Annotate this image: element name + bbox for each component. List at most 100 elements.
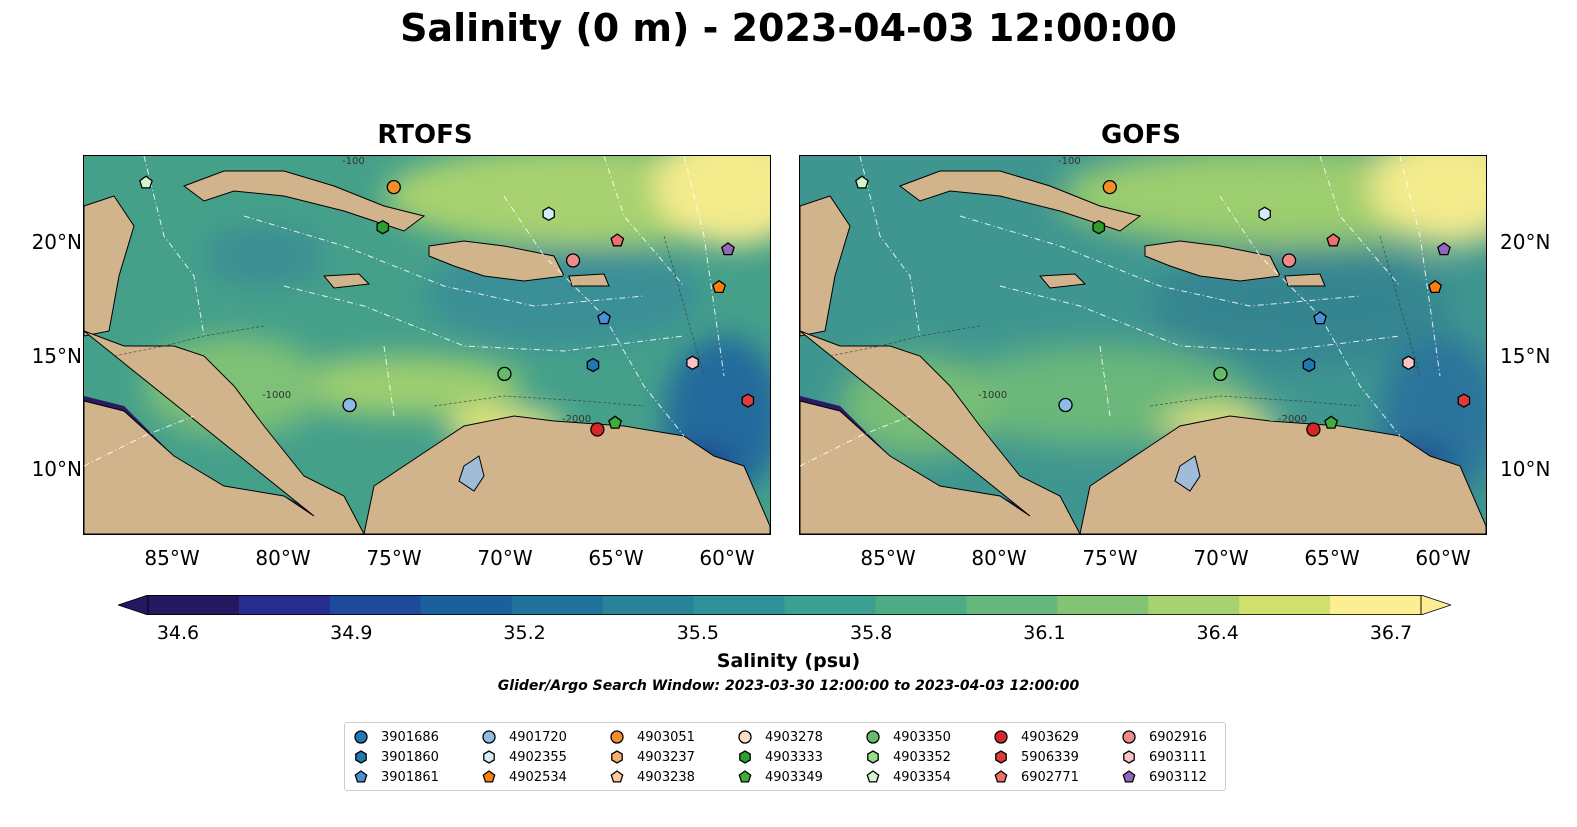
float-marker-4903051[interactable] — [1102, 179, 1117, 195]
lon-tick-label: 65°W — [1304, 546, 1360, 570]
float-marker-6903112[interactable] — [1437, 242, 1451, 256]
lat-tick-label: 15°N — [1500, 344, 1551, 368]
float-marker-4902355[interactable] — [1258, 206, 1271, 222]
float-marker-4903333[interactable] — [1092, 219, 1106, 235]
legend-marker-icon — [355, 750, 367, 764]
legend-entry-4903238: 4903238 — [609, 767, 695, 787]
legend-marker-icon — [482, 770, 496, 783]
float-marker-4903350[interactable] — [497, 366, 512, 382]
float-marker-3901861[interactable] — [597, 310, 611, 325]
legend-label: 4903350 — [893, 729, 951, 745]
float-marker-6903111[interactable] — [686, 355, 699, 371]
legend-entry-4903237: 4903237 — [609, 747, 695, 767]
colorbar-segment — [148, 595, 240, 615]
legend-entry-4902355: 4902355 — [481, 747, 567, 767]
colorbar-segment — [238, 595, 331, 615]
float-marker-5906339[interactable] — [1457, 393, 1471, 408]
lat-tick-label: 20°N — [1500, 230, 1551, 254]
lat-tick-label: 15°N — [31, 344, 82, 368]
lon-tick-label: 85°W — [860, 546, 916, 570]
float-marker-4903350[interactable] — [1213, 366, 1228, 382]
float-marker-4902355[interactable] — [542, 206, 555, 222]
contour-label: -2000 — [562, 414, 591, 425]
legend-marker-icon — [866, 730, 880, 744]
colorbar-segment — [602, 595, 695, 615]
float-marker-5906339[interactable] — [741, 393, 755, 408]
float-marker-4903349[interactable] — [1324, 415, 1339, 429]
float-marker-3901861[interactable] — [1313, 310, 1327, 325]
legend-marker-icon — [739, 750, 751, 764]
float-marker-6902916[interactable] — [1281, 253, 1297, 268]
rtofs-map[interactable]: -1000 -2000 -100 — [83, 155, 771, 535]
float-marker-4901720[interactable] — [1058, 397, 1073, 413]
float-marker-4902534[interactable] — [712, 279, 727, 294]
float-marker-4903349[interactable] — [608, 415, 623, 429]
panel-title-rtofs: RTOFS — [377, 120, 473, 150]
legend-marker-icon — [738, 770, 752, 783]
legend-marker-icon — [610, 730, 624, 744]
colorbar-tick-label: 36.4 — [1196, 622, 1239, 644]
contour-label: -100 — [342, 156, 365, 167]
float-marker-6903112[interactable] — [721, 242, 735, 256]
legend-marker-icon — [1122, 730, 1136, 744]
colorbar-segment — [1239, 595, 1331, 615]
legend-marker-icon — [482, 730, 496, 744]
legend-marker-icon — [354, 730, 368, 744]
gofs-map[interactable]: -1000 -2000 -100 — [799, 155, 1487, 535]
float-marker-4902534[interactable] — [1428, 279, 1443, 294]
lon-tick-label: 70°W — [1193, 546, 1249, 570]
legend-label: 4903051 — [637, 729, 695, 745]
float-marker-4903354[interactable] — [139, 175, 153, 189]
float-marker-4903629[interactable] — [590, 422, 605, 437]
legend-marker-icon — [610, 770, 624, 783]
gofs-float-markers — [855, 175, 1471, 437]
colorbar-segment — [329, 595, 422, 615]
colorbar-tick-label: 34.9 — [330, 622, 373, 644]
legend-column: 3901686 3901860 3901861 — [353, 727, 439, 787]
lon-tick-label: 60°W — [699, 546, 755, 570]
colorbar-extend-low — [118, 595, 149, 615]
contour-label: -1000 — [262, 390, 291, 401]
float-marker-4903051[interactable] — [386, 179, 401, 195]
legend-column: 4903051 4903237 4903238 — [609, 727, 695, 787]
float-marker-6903111[interactable] — [1402, 355, 1415, 371]
colorbar — [118, 595, 1451, 615]
colorbar-tick-label: 35.2 — [503, 622, 546, 644]
legend-entry-4903051: 4903051 — [609, 727, 695, 747]
colorbar-tick-label: 36.7 — [1369, 622, 1413, 644]
lon-tick-label: 85°W — [144, 546, 200, 570]
float-marker-6902771[interactable] — [610, 233, 625, 247]
legend-marker-icon — [995, 750, 1007, 764]
legend-column: 4903278 4903333 4903349 — [737, 727, 823, 787]
colorbar-segment — [875, 595, 967, 615]
colorbar-tick-label: 34.6 — [156, 622, 200, 644]
colorbar-tick-label: 35.5 — [676, 622, 719, 644]
legend-entry-4903333: 4903333 — [737, 747, 823, 767]
float-marker-4903333[interactable] — [376, 219, 390, 235]
contour-label: -100 — [1058, 156, 1081, 167]
legend-column: 4903629 5906339 6902771 — [993, 727, 1079, 787]
colorbar-segment — [511, 595, 604, 615]
colorbar-segment — [1057, 595, 1149, 615]
legend-entry-4903354: 4903354 — [865, 767, 951, 787]
legend-entry-4902534: 4902534 — [481, 767, 567, 787]
legend-label: 6902916 — [1149, 729, 1207, 745]
colorbar-segment — [1330, 595, 1422, 615]
float-marker-4903629[interactable] — [1306, 422, 1321, 437]
float-marker-4901720[interactable] — [342, 397, 357, 413]
float-marker-6902916[interactable] — [565, 253, 581, 268]
colorbar-tick-label: 36.1 — [1023, 622, 1066, 644]
legend-entry-4903278: 4903278 — [737, 727, 823, 747]
colorbar-label: Salinity (psu) — [716, 650, 861, 672]
float-marker-4903354[interactable] — [855, 175, 869, 189]
legend-entry-5906339: 5906339 — [993, 747, 1079, 767]
legend-entry-4903352: 4903352 — [865, 747, 951, 767]
float-marker-3901860[interactable] — [1302, 357, 1316, 373]
float-marker-6902771[interactable] — [1326, 233, 1341, 247]
float-marker-3901860[interactable] — [586, 357, 600, 373]
legend-marker-icon — [994, 730, 1008, 744]
legend-label: 3901860 — [381, 749, 439, 765]
legend-label: 4903354 — [893, 769, 951, 785]
legend-entry-4903350: 4903350 — [865, 727, 951, 747]
legend-entry-6902916: 6902916 — [1121, 727, 1207, 747]
